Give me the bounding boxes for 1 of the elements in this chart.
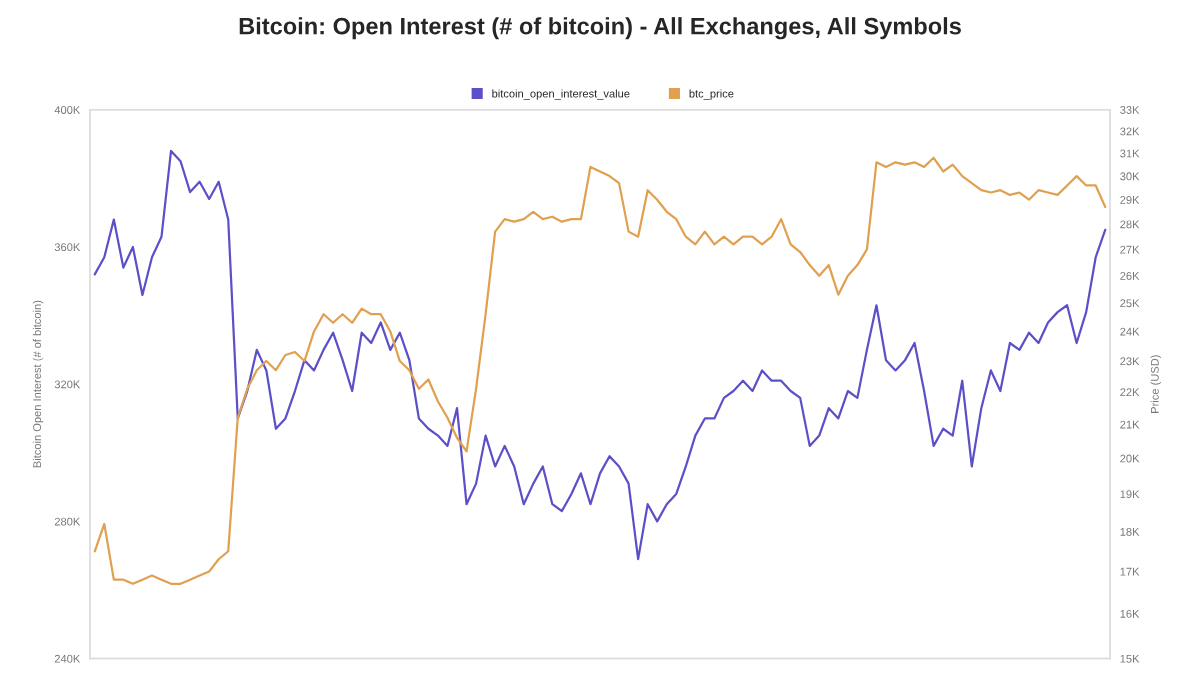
chart-title: Bitcoin: Open Interest (# of bitcoin) - All Exchanges, All Symbols <box>239 17 961 40</box>
